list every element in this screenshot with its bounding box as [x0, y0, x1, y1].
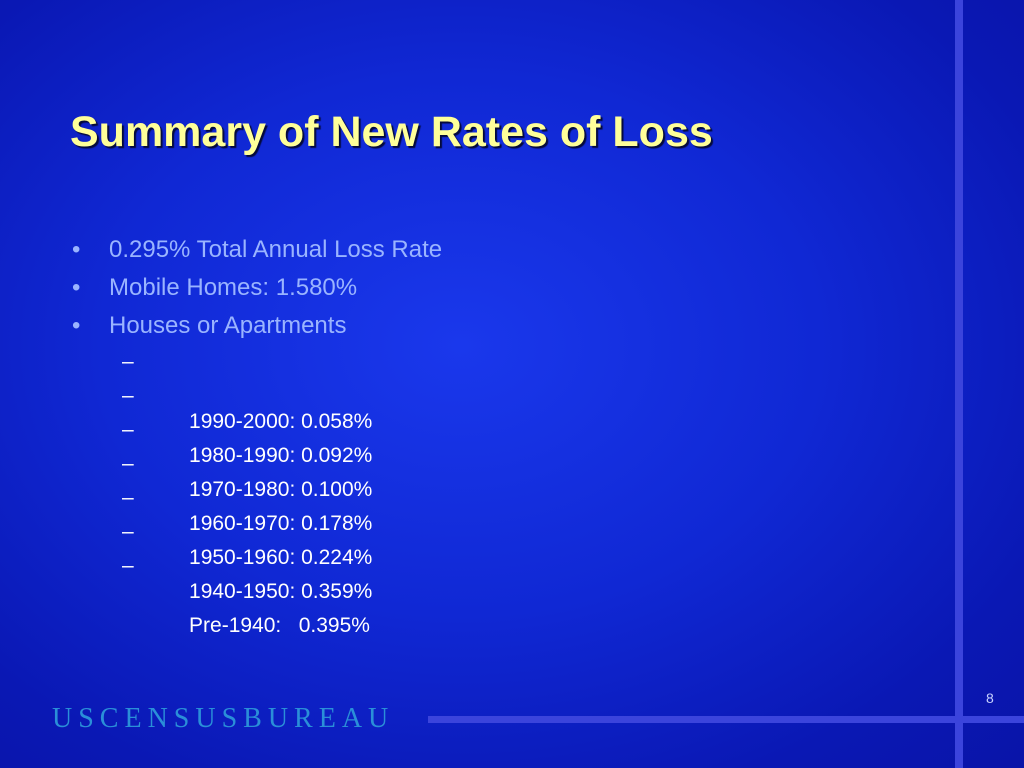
- sub-bullet-text: 1990-2000: 0.058%: [189, 410, 373, 433]
- slide-title: Summary of New Rates of Loss: [70, 108, 713, 156]
- dash-marker: –: [122, 384, 134, 407]
- dash-marker: –: [122, 350, 134, 373]
- bullet-marker: •: [72, 312, 81, 339]
- bullet-text: 0.295% Total Annual Loss Rate: [109, 236, 443, 263]
- vertical-accent-line: [955, 0, 963, 768]
- dash-marker: –: [122, 520, 134, 543]
- sub-bullet-text: 1980-1990: 0.092%: [189, 444, 373, 467]
- sub-bullet-text: 1970-1980: 0.100%: [189, 478, 373, 501]
- dash-marker: –: [122, 418, 134, 441]
- sub-bullet-item: – 1950-1960: 0.224%: [72, 483, 442, 569]
- bullet-marker: •: [72, 236, 81, 263]
- sub-bullet-text: 1960-1970: 0.178%: [189, 512, 373, 535]
- horizontal-accent-line: [428, 716, 1024, 723]
- bullet-item: • 0.295% Total Annual Loss Rate: [72, 233, 442, 271]
- bullet-text: Houses or Apartments: [109, 312, 347, 339]
- dash-marker: –: [122, 554, 134, 577]
- bullet-marker: •: [72, 274, 81, 301]
- bullet-item: • Houses or Apartments: [72, 309, 442, 347]
- sub-bullet-item: – Pre-1940: 0.395%: [72, 551, 442, 637]
- sub-bullet-item: – 1940-1950: 0.359%: [72, 517, 442, 603]
- bullet-text: Mobile Homes: 1.580%: [109, 274, 358, 301]
- sub-bullet-text: 1940-1950: 0.359%: [189, 580, 373, 603]
- sub-bullet-item: – 1960-1970: 0.178%: [72, 449, 442, 535]
- sub-bullet-item: – 1970-1980: 0.100%: [72, 415, 442, 501]
- page-number: 8: [986, 690, 994, 706]
- dash-marker: –: [122, 486, 134, 509]
- bullet-list: • 0.295% Total Annual Loss Rate • Mobile…: [72, 233, 442, 637]
- sub-bullet-text: Pre-1940: 0.395%: [189, 614, 370, 637]
- sub-bullet-item: – 1990-2000: 0.058%: [72, 347, 442, 433]
- sub-bullet-item: – 1980-1990: 0.092%: [72, 381, 442, 467]
- census-bureau-logo: USCENSUSBUREAU: [52, 703, 395, 734]
- sub-bullet-text: 1950-1960: 0.224%: [189, 546, 373, 569]
- bullet-item: • Mobile Homes: 1.580%: [72, 271, 442, 309]
- dash-marker: –: [122, 452, 134, 475]
